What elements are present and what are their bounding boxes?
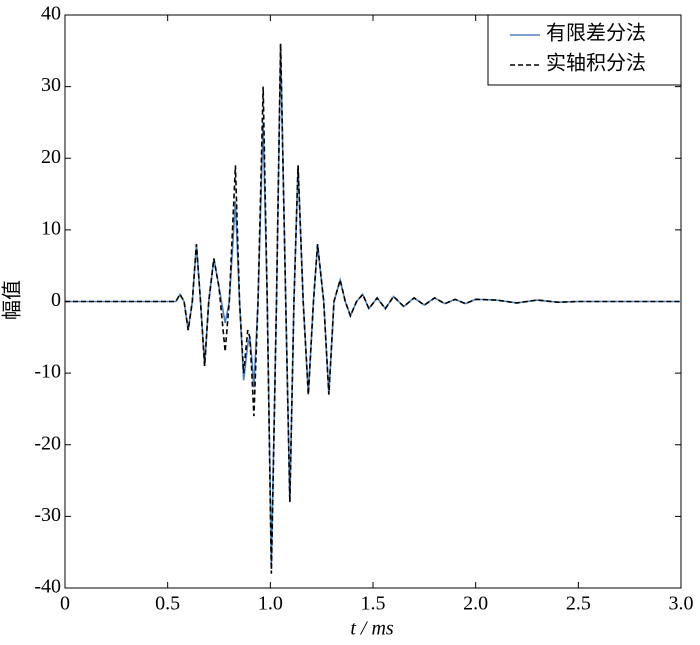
- x-tick-label: 2.0: [463, 593, 488, 615]
- series-line: [65, 43, 681, 574]
- legend-box: [487, 14, 682, 86]
- y-tick-label: 10: [41, 217, 61, 239]
- y-tick-label: 30: [41, 74, 61, 96]
- x-tick-label: 1.0: [258, 593, 283, 615]
- y-axis-label: 幅值: [1, 280, 24, 320]
- y-tick-label: 40: [41, 3, 61, 25]
- series-line: [65, 43, 681, 567]
- y-tick-label: 20: [41, 146, 61, 168]
- x-axis-label: t / ms: [350, 618, 394, 640]
- y-tick-label: 0: [51, 289, 61, 311]
- legend-label: 有限差分法: [546, 22, 646, 45]
- y-tick-label: -30: [34, 504, 61, 526]
- x-tick-label: 2.5: [566, 593, 591, 615]
- x-tick-label: 3.0: [669, 593, 694, 615]
- x-tick-label: 0: [60, 593, 70, 615]
- x-tick-label: 1.5: [361, 593, 386, 615]
- legend-label: 实轴积分法: [546, 52, 646, 75]
- y-tick-label: -40: [34, 576, 61, 598]
- y-tick-label: -20: [34, 432, 61, 454]
- y-tick-label: -10: [34, 361, 61, 383]
- x-tick-label: 0.5: [155, 593, 180, 615]
